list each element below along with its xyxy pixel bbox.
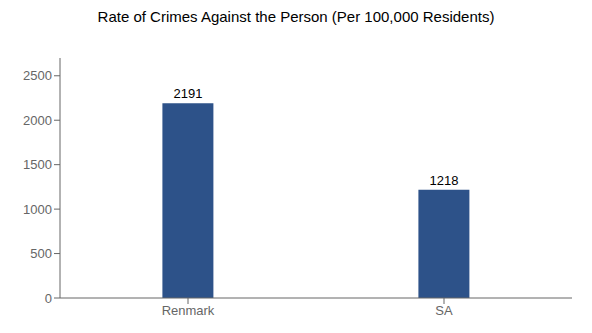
svg-text:1500: 1500 [23,157,52,172]
svg-text:1218: 1218 [429,173,458,188]
svg-text:0: 0 [45,291,52,306]
svg-text:1000: 1000 [23,202,52,217]
svg-text:2191: 2191 [173,86,202,101]
svg-text:2000: 2000 [23,113,52,128]
html-text:Rate of Crimes Against the Per: Rate of Crimes Against the Person (Per 1… [97,8,495,25]
svg-text:2500: 2500 [23,68,52,83]
svg-text:Renmark: Renmark [162,303,215,318]
svg-text:SA: SA [435,303,453,318]
svg-text:500: 500 [30,246,52,261]
